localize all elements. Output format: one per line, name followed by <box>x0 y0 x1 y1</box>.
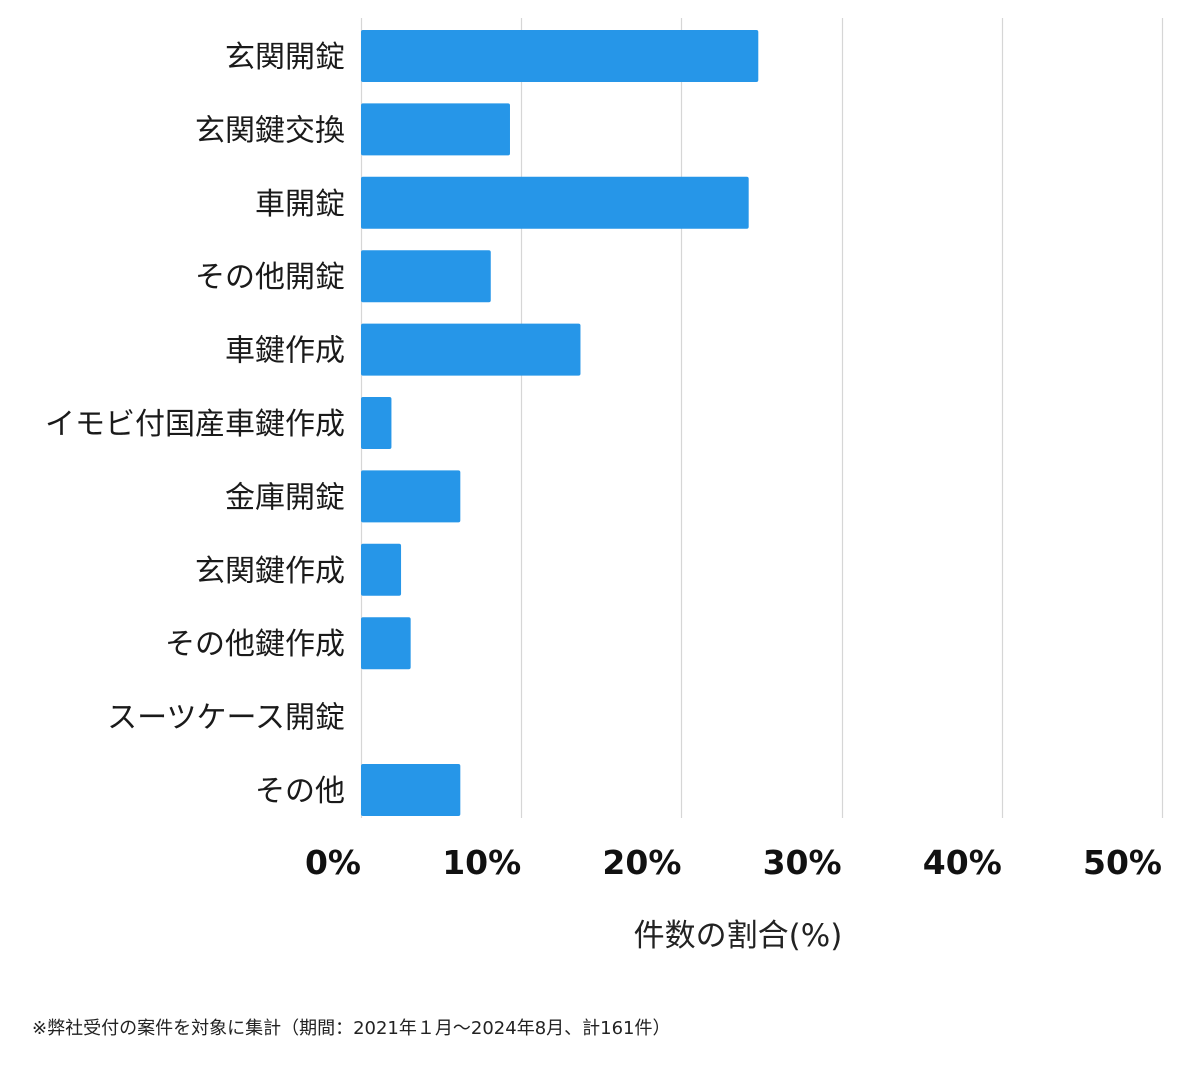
x-tick-label: 40% <box>923 843 1002 882</box>
category-label: スーツケース開錠 <box>107 701 345 736</box>
x-tick-label: 30% <box>763 843 842 882</box>
bar <box>361 543 402 596</box>
bar <box>361 397 392 449</box>
category-label: 玄関開錠 <box>225 40 345 75</box>
category-label: 玄関鍵作成 <box>195 554 345 589</box>
x-tick-label: 50% <box>1083 843 1162 882</box>
category-label: 金庫開錠 <box>225 480 345 515</box>
category-label: その他開錠 <box>195 260 345 295</box>
x-axis-title: 件数の割合(%) <box>634 918 843 954</box>
x-tick-label: 10% <box>442 843 521 882</box>
category-labels: 玄関開錠玄関鍵交換車開錠その他開錠車鍵作成イモビ付国産車鍵作成金庫開錠玄関鍵作成… <box>45 40 345 809</box>
bar <box>361 764 461 816</box>
bar <box>361 176 749 229</box>
bar <box>361 30 759 82</box>
bars <box>361 30 759 816</box>
footnote: ※弊社受付の案件を対象に集計（期間：2021年１月〜2024年8月、計161件） <box>32 1018 671 1039</box>
category-label: その他 <box>255 774 345 809</box>
x-tick-label: 0% <box>305 843 361 882</box>
x-tick-label: 20% <box>602 843 681 882</box>
x-tick-labels: 0% 10% 20% 30% 40% 50% <box>305 843 1162 882</box>
category-label: 玄関鍵交換 <box>195 113 345 148</box>
gridlines <box>360 18 1164 818</box>
category-label: その他鍵作成 <box>165 627 345 662</box>
category-label: 車開錠 <box>255 187 345 222</box>
category-label: イモビ付国産車鍵作成 <box>45 407 345 442</box>
category-label: 車鍵作成 <box>225 334 345 369</box>
bar <box>361 103 510 156</box>
bar <box>361 323 581 376</box>
bar <box>361 250 491 303</box>
bar <box>361 470 461 523</box>
bar <box>361 617 411 670</box>
bar-chart: 玄関開錠玄関鍵交換車開錠その他開錠車鍵作成イモビ付国産車鍵作成金庫開錠玄関鍵作成… <box>45 18 1164 954</box>
